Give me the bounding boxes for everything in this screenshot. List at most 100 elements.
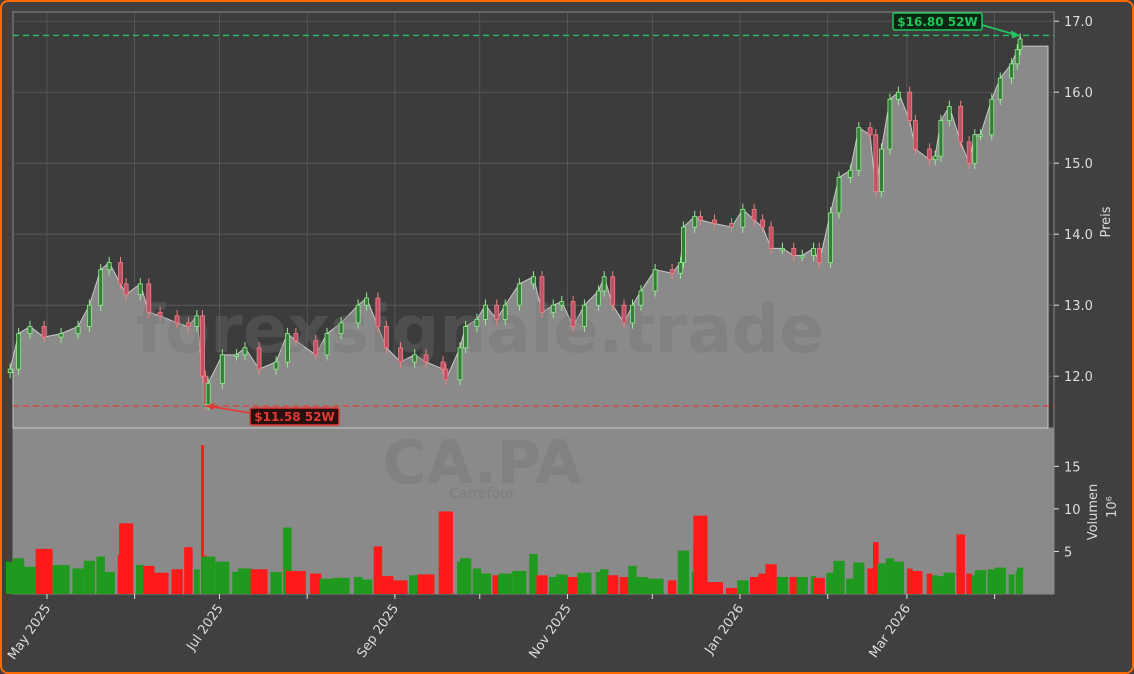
volume-axis-unit: 10⁶ [1105, 496, 1120, 518]
candle-body [966, 141, 972, 164]
volume-bar [599, 569, 609, 594]
volume-bar [409, 575, 421, 594]
price-tick-label: 12.0 [1064, 370, 1093, 385]
volume-bar [285, 571, 306, 594]
price-area [9, 35, 1049, 429]
candle-body [443, 368, 449, 381]
candle-body [768, 226, 774, 249]
price-tick-label: 17.0 [1064, 15, 1093, 30]
volume-bar [143, 565, 155, 594]
volume-bar [498, 573, 513, 594]
volume-bar [332, 577, 350, 594]
volume-bar [765, 564, 777, 594]
candle-body [678, 262, 683, 274]
volume-bar [72, 568, 84, 594]
volume-bar [319, 578, 335, 594]
volume-bar [994, 567, 1006, 594]
price-tick-label: 16.0 [1064, 86, 1093, 101]
volume-bar [987, 569, 997, 594]
candle-body [836, 177, 842, 214]
x-tick-label: May 2025 [5, 602, 54, 663]
volume-bar [283, 527, 292, 594]
candle-body [816, 247, 822, 263]
watermark-name: Carrefour [449, 486, 515, 502]
candle-body [106, 262, 112, 271]
candle-body [791, 247, 797, 256]
candle-body [1014, 49, 1020, 65]
volume-bar [936, 576, 946, 594]
candle-body [638, 290, 644, 306]
candle-body [978, 134, 983, 137]
candle-body [938, 120, 944, 157]
candle-body [712, 219, 717, 224]
volume-tick-label: 5 [1064, 545, 1072, 560]
volume-bar [201, 445, 205, 594]
volume-tick-label: 15 [1064, 460, 1081, 475]
candle-body [118, 262, 123, 285]
volume-bar [633, 576, 649, 594]
volume-bar [796, 576, 808, 594]
volume-bar [737, 580, 749, 594]
candle-body [989, 98, 995, 136]
low_52w-arrow [208, 405, 251, 414]
volume-bar [974, 570, 987, 594]
candle-body [1009, 63, 1014, 79]
volume-bar [250, 569, 268, 594]
price-tick-label: 15.0 [1064, 157, 1093, 172]
volume-bar [237, 568, 253, 594]
candle-body [867, 127, 873, 136]
candle-body [273, 361, 279, 370]
volume-bar [119, 523, 134, 594]
volume-bar [459, 558, 472, 594]
candle-body [146, 283, 152, 313]
volume-bar [749, 576, 759, 594]
volume-axis-label: Volumen [1086, 484, 1101, 541]
candle-body [847, 169, 853, 178]
volume-bar [83, 560, 96, 594]
volume-bar [846, 578, 855, 594]
volume-bar [853, 562, 865, 594]
candle-body [423, 354, 429, 363]
candle-body [760, 219, 766, 228]
candle-body [570, 301, 576, 327]
volume-bar [693, 515, 708, 594]
candle-body [932, 155, 938, 161]
volume-bar [1008, 574, 1015, 594]
candle-body [440, 361, 446, 370]
candle-body [780, 247, 785, 251]
candles [7, 33, 1023, 411]
candle-body [652, 269, 658, 292]
volume-bar [310, 573, 322, 594]
candle-body [98, 269, 104, 306]
volume-bar [877, 563, 886, 594]
volume-bar [725, 588, 738, 594]
candle-body [474, 318, 480, 327]
volume-tick-label: 10 [1064, 503, 1081, 518]
candle-body [324, 333, 330, 356]
volume-bar [201, 556, 216, 594]
volume-bar [789, 576, 798, 594]
volume-bar [194, 569, 200, 594]
candle-body [927, 148, 932, 161]
candle-body [412, 354, 418, 363]
volume-bar [776, 576, 789, 594]
candle-body [669, 269, 675, 274]
volume-bar [567, 576, 579, 594]
candle-body [157, 311, 163, 317]
price-axis-label: Preis [1099, 206, 1114, 237]
volume-bar [943, 572, 955, 594]
candle-body [610, 276, 616, 306]
volume-bar [96, 556, 105, 594]
candle-body [375, 297, 381, 327]
candle-body [205, 382, 211, 405]
candle-body [596, 290, 601, 306]
candle-body [828, 212, 833, 263]
candle-body [531, 276, 536, 285]
candle-body [811, 247, 816, 256]
candle-body [856, 127, 862, 171]
candle-body [242, 347, 248, 356]
low_52w-label-box [249, 407, 340, 426]
candle-body [123, 283, 129, 295]
candle-body [907, 91, 913, 122]
